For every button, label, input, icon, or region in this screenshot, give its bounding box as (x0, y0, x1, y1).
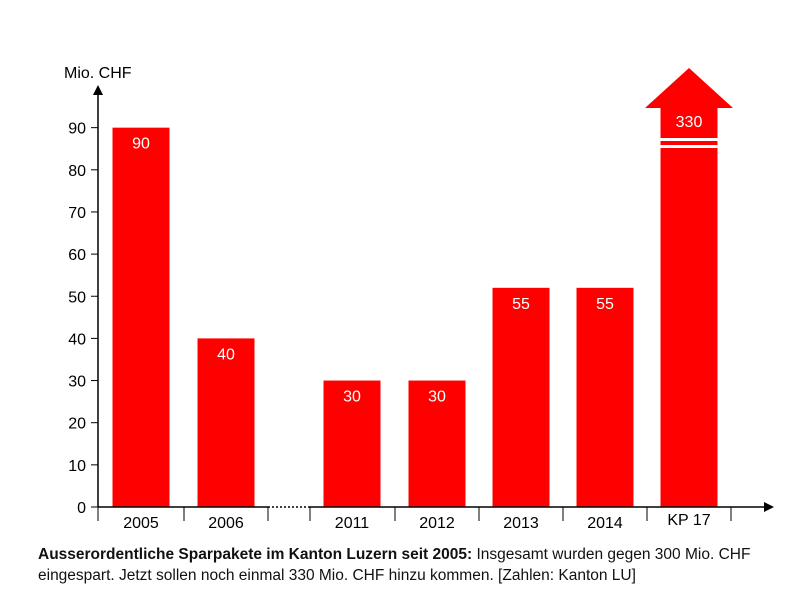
caption: Ausserordentliche Sparpakete im Kanton L… (38, 544, 778, 586)
bar-2014 (576, 287, 634, 507)
caption-bold: Ausserordentliche Sparpakete im Kanton L… (38, 546, 473, 563)
y-tick-label-90: 90 (68, 121, 86, 138)
bar-2006 (197, 338, 255, 507)
x-tick-label-2005: 2005 (123, 515, 159, 532)
axis-break-line-2 (660, 145, 718, 148)
data-label-2013: 55 (512, 296, 530, 313)
data-label-2011: 30 (343, 389, 361, 406)
data-label-kp17: 330 (676, 114, 703, 131)
data-label-2005: 90 (132, 136, 150, 153)
bar-chart: 90 40 30 30 55 55 330 0 10 20 30 40 50 60 70 80 90 Mio. … (64, 65, 774, 532)
y-tick-label-80: 80 (68, 163, 86, 180)
x-tick-label-2013: 2013 (503, 515, 539, 532)
axis-break-line-1 (660, 138, 718, 141)
bar-kp17-arrow (645, 68, 733, 507)
y-tick-label-30: 30 (68, 374, 86, 391)
data-label-2006: 40 (217, 346, 235, 363)
bar-2012 (408, 380, 466, 507)
bar-2005 (112, 127, 170, 508)
x-tick-label-2014: 2014 (587, 515, 623, 532)
y-axis-arrow (93, 85, 103, 95)
bar-2011 (323, 380, 381, 507)
x-tick-label-KP-17: KP 17 (667, 512, 710, 529)
y-tick-label-40: 40 (68, 331, 86, 348)
x-tick-label-2011: 2011 (335, 515, 370, 532)
bar-2013 (492, 287, 550, 507)
y-axis-label: Mio. CHF (64, 65, 132, 82)
axes-group: 0 10 20 30 40 50 60 70 80 90 Mio. CHF 2005 2006 2011 2… (64, 65, 774, 532)
y-tick-label-50: 50 (68, 289, 86, 306)
bars-group: 90 40 30 30 55 55 330 (112, 68, 733, 508)
x-tick-label-2012: 2012 (419, 515, 455, 532)
y-tick-label-70: 70 (68, 205, 86, 222)
x-axis-arrow (764, 502, 774, 512)
x-tick-label-2006: 2006 (208, 515, 244, 532)
data-label-2012: 30 (428, 389, 446, 406)
data-label-2014: 55 (596, 296, 614, 313)
y-tick-label-60: 60 (68, 247, 86, 264)
y-tick-label-10: 10 (68, 458, 86, 475)
caption-text: Insgesamt wurden gegen 300 Mio. CHF eing… (38, 546, 751, 584)
y-tick-label-0: 0 (77, 500, 86, 517)
y-tick-label-20: 20 (68, 416, 86, 433)
